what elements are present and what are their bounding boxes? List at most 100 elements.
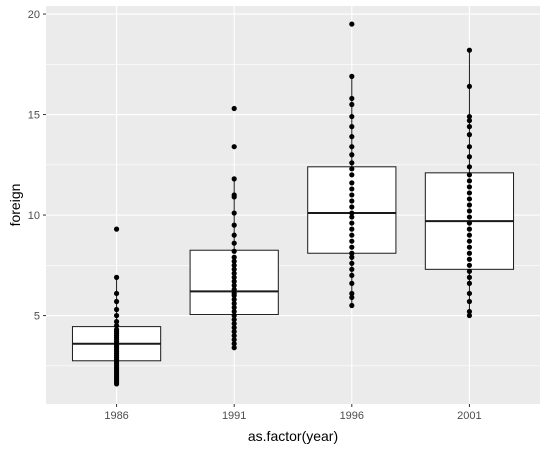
data-point [231, 278, 237, 284]
data-point [113, 274, 120, 280]
data-point [466, 220, 473, 226]
data-point [466, 172, 473, 178]
data-point [231, 232, 237, 238]
data-point [466, 238, 473, 244]
data-point [349, 198, 355, 204]
data-point [466, 298, 473, 305]
data-point [466, 184, 473, 190]
data-point [113, 306, 120, 313]
data-points [113, 21, 473, 387]
data-point [231, 300, 237, 307]
data-point [466, 256, 473, 262]
data-point [231, 337, 237, 343]
data-point [349, 95, 355, 102]
data-point [231, 296, 237, 303]
data-point [466, 154, 473, 160]
data-point [349, 210, 355, 216]
data-point [466, 250, 473, 256]
data-point [466, 280, 473, 286]
data-point [466, 308, 473, 315]
data-point [466, 214, 473, 220]
x-tick-label: 1996 [340, 410, 364, 422]
data-point [231, 176, 237, 182]
data-point [349, 232, 355, 238]
y-axis-ticks: 5 10 15 20 [28, 9, 46, 323]
data-point [466, 196, 473, 202]
data-point [231, 258, 237, 264]
y-tick-label: 15 [28, 110, 40, 122]
data-point [231, 308, 237, 315]
data-point [466, 144, 473, 150]
data-point [349, 124, 355, 130]
data-point [466, 244, 473, 250]
data-point [349, 266, 355, 272]
data-point [113, 312, 120, 319]
data-point [113, 318, 120, 325]
data-point [231, 333, 237, 339]
data-point [349, 166, 355, 172]
data-point [231, 192, 237, 198]
data-point [466, 312, 473, 319]
data-point [349, 73, 355, 79]
data-point [349, 238, 355, 244]
data-point [466, 232, 473, 238]
data-point [349, 204, 355, 210]
data-point [466, 262, 473, 268]
data-point [466, 268, 473, 274]
y-axis-title: foreign [7, 184, 23, 227]
data-point [113, 327, 120, 333]
data-point [349, 186, 355, 192]
x-tick-label: 2001 [457, 410, 481, 422]
y-tick-label: 20 [28, 9, 40, 21]
data-point [231, 345, 237, 351]
data-point [466, 274, 473, 280]
data-point [466, 190, 473, 196]
data-point [349, 134, 355, 140]
data-point [349, 214, 355, 220]
data-point [466, 164, 473, 170]
data-point [349, 160, 355, 166]
data-point [349, 290, 355, 297]
data-point [231, 266, 237, 272]
data-point [466, 208, 473, 214]
data-point [349, 113, 355, 120]
data-point [231, 210, 237, 216]
data-point [349, 244, 355, 250]
data-point [349, 280, 355, 286]
x-axis-ticks: 1986 1991 1996 2001 [104, 404, 482, 422]
data-point [349, 172, 355, 178]
data-point [231, 254, 237, 260]
data-point [231, 274, 237, 280]
data-point [466, 226, 473, 232]
data-point [349, 180, 355, 186]
data-point [231, 320, 237, 327]
data-point [231, 304, 237, 311]
x-axis-title: as.factor(year) [248, 428, 338, 444]
x-tick-label: 1986 [104, 410, 128, 422]
data-point [349, 21, 355, 27]
data-point [231, 248, 237, 254]
data-point [231, 341, 237, 347]
data-point [231, 144, 237, 150]
data-point [231, 316, 237, 323]
data-point [231, 282, 237, 289]
data-point [349, 272, 355, 278]
data-point [113, 290, 120, 297]
data-point [349, 294, 355, 301]
data-point [349, 192, 355, 198]
data-point [466, 290, 473, 297]
data-point [466, 47, 473, 53]
data-point [231, 325, 237, 331]
x-tick-label: 1991 [222, 410, 246, 422]
data-point [466, 132, 473, 138]
data-point [113, 298, 120, 305]
data-point [466, 178, 473, 184]
data-point [231, 222, 237, 228]
data-point [466, 124, 473, 130]
data-point [466, 117, 473, 124]
data-point [113, 226, 120, 232]
data-point [231, 329, 237, 335]
y-tick-label: 5 [34, 311, 40, 323]
data-point [231, 286, 237, 293]
